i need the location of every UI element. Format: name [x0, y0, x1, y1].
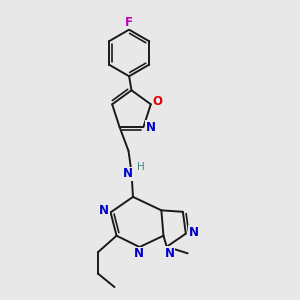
Text: N: N [134, 247, 144, 260]
Text: N: N [189, 226, 199, 238]
Text: N: N [146, 121, 156, 134]
Text: O: O [152, 95, 162, 108]
Text: H: H [137, 162, 145, 172]
Text: F: F [125, 16, 133, 29]
Text: N: N [123, 167, 133, 180]
Text: N: N [165, 247, 175, 260]
Text: N: N [99, 204, 109, 218]
